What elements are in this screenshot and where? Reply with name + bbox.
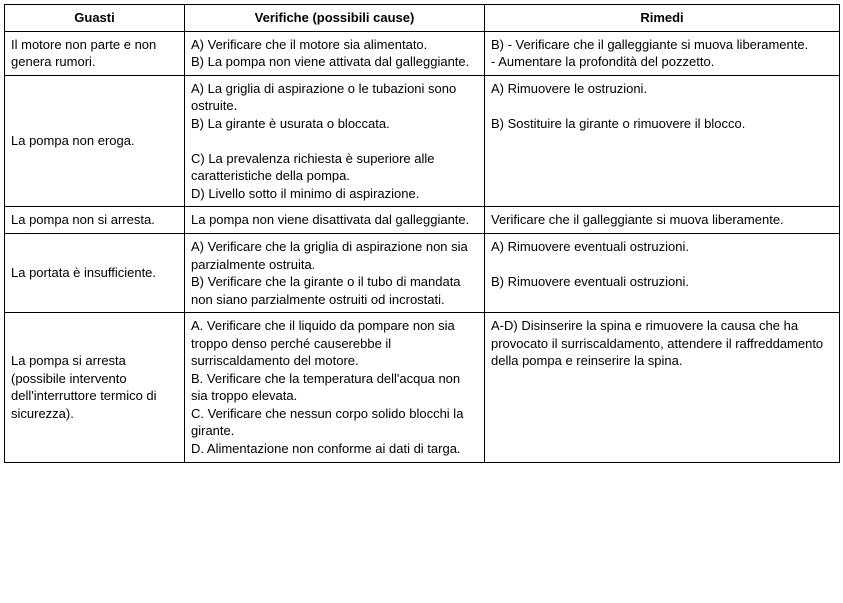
cell-guasti: La pompa si arresta (possibile intervent… bbox=[5, 313, 185, 462]
header-guasti: Guasti bbox=[5, 5, 185, 32]
table-row: La pompa si arresta (possibile intervent… bbox=[5, 313, 840, 462]
cell-rimedi: Verificare che il galleggiante si muova … bbox=[485, 207, 840, 234]
table-header-row: Guasti Verifiche (possibili cause) Rimed… bbox=[5, 5, 840, 32]
cell-guasti: La pompa non eroga. bbox=[5, 75, 185, 207]
cell-verifiche: A) Verificare che la griglia di aspirazi… bbox=[185, 234, 485, 313]
cell-guasti: La pompa non si arresta. bbox=[5, 207, 185, 234]
table-row: La pompa non eroga. A) La griglia di asp… bbox=[5, 75, 840, 207]
cell-rimedi: A) Rimuovere le ostruzioni. B) Sostituir… bbox=[485, 75, 840, 207]
table-row: Il motore non parte e non genera rumori.… bbox=[5, 31, 840, 75]
cell-guasti: Il motore non parte e non genera rumori. bbox=[5, 31, 185, 75]
cell-rimedi: A) Rimuovere eventuali ostruzioni. B) Ri… bbox=[485, 234, 840, 313]
table-row: La pompa non si arresta. La pompa non vi… bbox=[5, 207, 840, 234]
cell-verifiche: A) La griglia di aspirazione o le tubazi… bbox=[185, 75, 485, 207]
header-rimedi: Rimedi bbox=[485, 5, 840, 32]
cell-verifiche: La pompa non viene disattivata dal galle… bbox=[185, 207, 485, 234]
table-row: La portata è insufficiente. A) Verificar… bbox=[5, 234, 840, 313]
cell-guasti: La portata è insufficiente. bbox=[5, 234, 185, 313]
cell-rimedi: B) - Verificare che il galleggiante si m… bbox=[485, 31, 840, 75]
troubleshooting-table: Guasti Verifiche (possibili cause) Rimed… bbox=[4, 4, 840, 463]
cell-verifiche: A. Verificare che il liquido da pompare … bbox=[185, 313, 485, 462]
header-verifiche: Verifiche (possibili cause) bbox=[185, 5, 485, 32]
cell-verifiche: A) Verificare che il motore sia alimenta… bbox=[185, 31, 485, 75]
cell-rimedi: A-D) Disinserire la spina e rimuovere la… bbox=[485, 313, 840, 462]
